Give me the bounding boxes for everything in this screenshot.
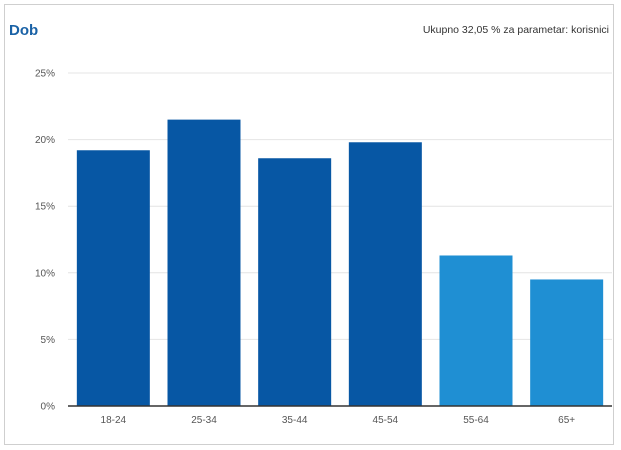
x-tick-label: 65+ (558, 415, 575, 426)
y-tick-label: 20% (35, 135, 55, 146)
x-tick-label: 25-34 (191, 415, 217, 426)
bar-35-44 (258, 158, 332, 406)
x-tick-label: 45-54 (373, 415, 399, 426)
y-tick-label: 25% (35, 69, 55, 80)
bar-45-54 (348, 142, 422, 406)
bar-25-34 (167, 119, 241, 407)
x-tick-label: 55-64 (463, 415, 489, 426)
chart-summary: Ukupno 32,05 % za parametar: korisnici (422, 24, 609, 36)
bar-65+ (530, 279, 604, 406)
y-tick-label: 15% (35, 202, 55, 213)
x-tick-label: 35-44 (282, 415, 308, 426)
x-tick-label: 18-24 (101, 415, 127, 426)
y-tick-label: 5% (41, 335, 56, 346)
y-tick-label: 0% (41, 402, 56, 413)
bar-18-24 (76, 150, 150, 406)
y-tick-label: 10% (35, 268, 55, 279)
chart-title: Dob (9, 22, 39, 39)
bar-55-64 (439, 255, 513, 406)
